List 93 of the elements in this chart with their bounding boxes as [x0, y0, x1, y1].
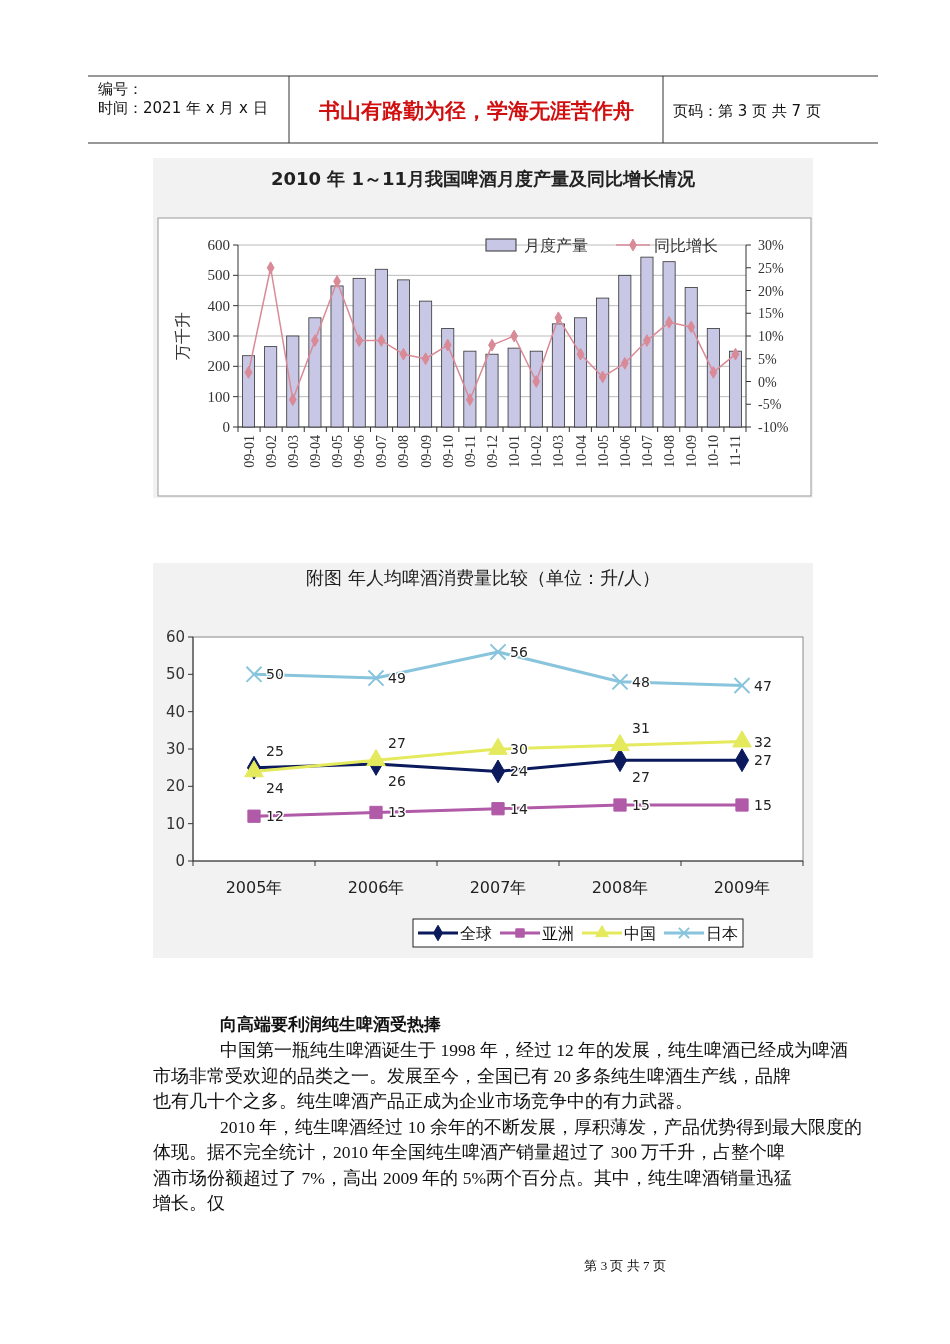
data-label: 27: [754, 752, 772, 769]
x-tick-label: 10-02: [529, 435, 545, 468]
y-tick-label: 20: [165, 777, 185, 796]
x-tick-label: 09-09: [418, 435, 434, 468]
x-tick-label: 10-04: [573, 435, 589, 468]
y-tick-label: 300: [207, 328, 230, 344]
text: 向高端要利润纯生啤酒受热捧: [220, 1015, 442, 1034]
y-tick-label: 500: [207, 267, 230, 284]
data-label: 50: [266, 666, 284, 683]
x-tick-label: 10-01: [507, 435, 523, 468]
legend-label: 月度产量: [524, 237, 588, 254]
data-label: 32: [754, 733, 772, 750]
point: [245, 665, 263, 683]
y2-tick-label: 15%: [758, 306, 784, 322]
y-tick-label: 10: [165, 814, 185, 833]
text: 书山有路勤为径，学海无涯苦作舟: [317, 99, 634, 123]
x-tick-label: 09-07: [374, 435, 390, 468]
text: 中国第一瓶纯生啤酒诞生于 1998 年，经过 12 年的发展，纯生啤酒已经成为啤酒市场非常受欢迎的品类之一。发展至今，全国已有 20 多条纯生啤酒生产线，品牌也有几十个之多。纯生啤酒产品正成为企业市场竞争中的有力武器。: [153, 1040, 848, 1111]
x-tick-label: 09-08: [396, 435, 412, 468]
text: 编号：: [98, 80, 143, 98]
x-tick-label: 2009年: [713, 878, 771, 897]
y-tick-label: 40: [165, 702, 185, 721]
chart-title: 2010 年 1～11月我国啤酒月度产量及同比增长情况: [270, 168, 697, 189]
x-tick-label: 10-08: [662, 435, 678, 468]
data-label: 27: [632, 769, 650, 786]
x-tick-label: 10-05: [595, 435, 611, 468]
point: [367, 669, 385, 687]
data-label: 47: [754, 677, 772, 694]
legend-label: 亚洲: [542, 924, 574, 943]
data-label: 24: [266, 780, 284, 797]
y-tick-label: 400: [207, 297, 230, 314]
x-tick-label: 09-05: [330, 435, 346, 468]
x-tick-label: 09-06: [352, 435, 368, 468]
x-tick-label: 10-07: [639, 435, 655, 468]
y-tick-label: 0: [175, 852, 185, 870]
point: [247, 809, 261, 823]
y-axis-title: 万千升: [174, 312, 191, 360]
y2-tick-label: -10%: [758, 420, 789, 435]
legend-label: 日本: [706, 924, 738, 943]
x-tick-label: 09-01: [241, 435, 257, 468]
point: [491, 802, 505, 816]
y2-tick-label: 5%: [758, 351, 777, 367]
y2-tick-label: 10%: [758, 329, 784, 344]
legend-label: 同比增长: [654, 237, 718, 254]
text: 时间：2021 年 x 月 x 日: [98, 99, 268, 117]
point: [611, 673, 629, 691]
point: [613, 798, 627, 812]
y-tick-label: 30: [165, 740, 185, 758]
x-tick-label: 2006年: [347, 878, 405, 897]
text: 2010 年，纯生啤酒经过 10 余年的不断发展，厚积薄发，产品优势得到最大限度的体现。据不完全统计，2010 年全国纯生啤酒产销量超过了 300 万千升，占整个啤酒市场份额超过了 7%，高出 2009 年的 5%两个百分点。其中，纯生啤酒销量迅猛增长。仅: [152, 1116, 862, 1213]
y-tick-label: 0: [222, 419, 230, 435]
text: 第 3 页 共 7 页: [584, 1258, 666, 1273]
y2-tick-label: 20%: [758, 283, 784, 299]
x-tick-label: 2005年: [225, 878, 283, 897]
x-tick-label: 09-04: [307, 435, 323, 468]
x-tick-label: 09-10: [440, 435, 456, 468]
data-label: 15: [632, 797, 650, 813]
legend-label: 全球: [460, 924, 492, 943]
x-tick-label: 2007年: [469, 878, 527, 897]
data-label: 31: [632, 720, 650, 737]
point: [733, 677, 751, 695]
x-tick-label: 09-03: [285, 435, 301, 468]
y2-tick-label: 30%: [758, 238, 784, 253]
y2-tick-label: 25%: [758, 260, 784, 276]
point: [735, 798, 749, 812]
x-tick-label: 10-09: [684, 435, 700, 468]
y2-tick-label: 0%: [758, 374, 777, 390]
point: [489, 643, 507, 661]
x-tick-label: 11-11: [728, 435, 744, 467]
data-label: 48: [632, 673, 650, 690]
y-tick-label: 600: [207, 237, 230, 253]
x-tick-label: 10-06: [617, 435, 633, 468]
point: [369, 805, 383, 820]
data-label: 56: [510, 643, 528, 660]
x-tick-label: 10-03: [551, 435, 567, 468]
data-label: 25: [266, 742, 284, 759]
chart-title: 附图 年人均啤酒消费量比较（单位：升/人）: [306, 567, 660, 588]
y-tick-label: 100: [207, 388, 230, 405]
data-label: 26: [388, 772, 406, 789]
legend-label: 中国: [624, 924, 656, 943]
x-tick-label: 09-02: [263, 435, 279, 468]
y-tick-label: 60: [165, 628, 185, 646]
data-label: 49: [388, 670, 406, 687]
x-tick-label: 09-11: [462, 435, 478, 468]
x-tick-label: 2008年: [591, 878, 649, 897]
text: 页码：第 3 页 共 7 页: [673, 102, 821, 120]
y2-tick-label: -5%: [758, 397, 782, 413]
data-label: 27: [388, 735, 406, 752]
x-tick-label: 10-10: [706, 435, 722, 468]
x-tick-label: 09-12: [485, 435, 500, 468]
data-label: 15: [754, 797, 772, 813]
y-tick-label: 50: [165, 665, 185, 684]
y-tick-label: 200: [207, 358, 230, 375]
